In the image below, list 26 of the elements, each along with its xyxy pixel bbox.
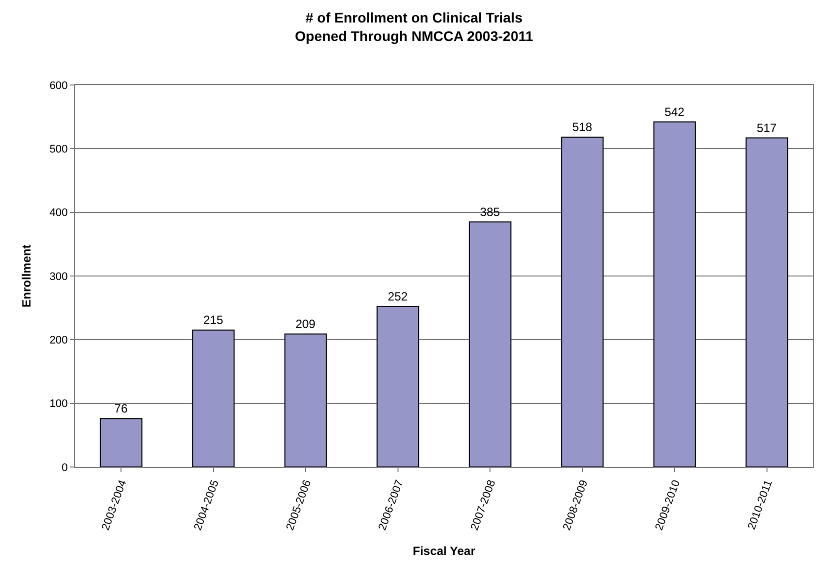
bar [376, 306, 420, 467]
bar [746, 137, 788, 467]
bar [468, 221, 512, 467]
bar [653, 121, 696, 467]
y-tick-label: 500 [49, 144, 68, 156]
y-tick-label: 300 [49, 270, 68, 283]
bar [100, 418, 142, 467]
data-label: 215 [203, 313, 224, 328]
y-tick-label: 200 [49, 334, 68, 347]
bar [192, 330, 235, 467]
data-label: 517 [756, 120, 778, 135]
y-tick-label: 400 [49, 207, 68, 220]
chart-title: # of Enrollment on Clinical Trials Opened Through NMCCA 2003-2011 [294, 10, 534, 44]
bar [284, 333, 327, 467]
data-label: 252 [388, 290, 408, 304]
x-axis-title: Fiscal Year [412, 544, 476, 558]
data-label: 542 [664, 104, 685, 119]
y-tick-label: 0 [62, 462, 68, 474]
y-axis-title: Enrollment [20, 244, 34, 308]
bar [561, 136, 604, 467]
data-label: 518 [572, 120, 593, 134]
data-label: 209 [295, 316, 316, 331]
data-label: 385 [480, 204, 500, 219]
data-label: 76 [114, 402, 128, 416]
y-tick-label: 600 [49, 80, 68, 92]
y-tick-label: 100 [49, 398, 68, 410]
